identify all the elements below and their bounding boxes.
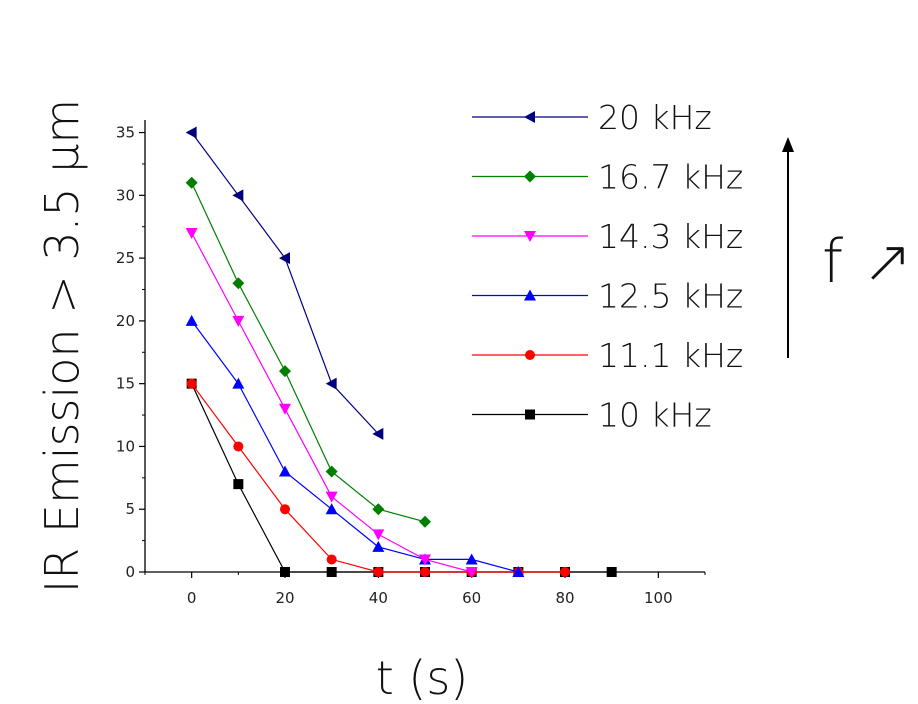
series-line xyxy=(191,132,379,435)
data-point xyxy=(419,554,431,566)
series-14-3-khz xyxy=(185,228,478,578)
legend-label: 10 kHz xyxy=(598,396,712,435)
data-point xyxy=(279,465,291,477)
y-tick-label: 0 xyxy=(125,563,135,581)
axes: 0 5 10 15 20 25 30 35 0 20 40 60 80 100 xyxy=(116,120,706,607)
data-point xyxy=(185,176,198,189)
data-point xyxy=(325,377,337,390)
x-tick-label: 60 xyxy=(462,589,481,607)
data-point xyxy=(232,377,245,389)
legend-label: 16.7 kHz xyxy=(598,158,743,197)
series-12-5-khz xyxy=(185,314,525,577)
y-axis-title: IR Emission > 3.5 µm xyxy=(35,99,89,593)
y-tick-label: 15 xyxy=(116,375,135,393)
legend: 20 kHz 16.7 kHz 14.3 kHz 12.5 kHz 11.1 kHz 10… xyxy=(472,98,743,435)
data-point xyxy=(185,126,197,139)
data-point xyxy=(279,403,291,415)
data-point xyxy=(280,504,290,515)
data-point xyxy=(512,566,525,577)
data-point xyxy=(525,350,535,360)
data-point xyxy=(560,567,570,577)
data-point xyxy=(465,553,478,565)
x-tick-label: 80 xyxy=(555,589,574,607)
data-point xyxy=(279,365,291,378)
series-16-7-khz xyxy=(185,176,431,528)
data-point xyxy=(326,554,337,565)
legend-item: 16.7 kHz xyxy=(472,158,743,197)
y-tick-label: 10 xyxy=(116,437,135,455)
data-point xyxy=(233,479,244,490)
legend-item: 10 kHz xyxy=(472,396,712,435)
y-tick-label: 30 xyxy=(116,186,135,204)
y-tick-label: 5 xyxy=(125,500,135,518)
data-point xyxy=(606,567,617,577)
legend-item: 12.5 kHz xyxy=(472,277,743,316)
data-point xyxy=(326,567,337,577)
x-tick-label: 0 xyxy=(187,589,197,607)
legend-label: 14.3 kHz xyxy=(598,217,743,256)
data-point xyxy=(325,503,338,515)
data-point xyxy=(280,567,290,577)
series-line xyxy=(191,383,612,573)
series-line xyxy=(191,320,519,573)
data-point xyxy=(373,567,384,577)
y-tick-label: 20 xyxy=(116,312,135,330)
legend-label: 12.5 kHz xyxy=(598,277,743,316)
y-tick-label: 35 xyxy=(116,124,135,142)
legend-item: 14.3 kHz xyxy=(472,217,743,256)
data-point xyxy=(372,529,385,541)
data-point xyxy=(325,465,338,478)
frequency-label: f ↗ xyxy=(822,227,912,297)
data-point xyxy=(372,427,384,440)
data-point xyxy=(279,252,290,265)
up-arrow-head xyxy=(782,137,794,152)
x-tick-label: 100 xyxy=(644,589,673,607)
data-point xyxy=(233,441,244,452)
data-point xyxy=(465,567,478,578)
data-point xyxy=(524,111,535,123)
data-point xyxy=(185,314,198,326)
data-point xyxy=(232,277,245,290)
data-point xyxy=(525,409,535,420)
legend-item: 20 kHz xyxy=(472,98,712,137)
series-line xyxy=(191,182,426,523)
x-axis-title: t (s) xyxy=(376,651,469,704)
frequency-annotation: f ↗ xyxy=(782,137,912,358)
x-tick-label: 40 xyxy=(369,589,388,607)
y-tick-label: 25 xyxy=(116,249,135,267)
series-20-khz xyxy=(185,126,384,440)
data-point xyxy=(419,515,431,528)
data-point xyxy=(372,540,385,552)
data-point xyxy=(524,231,536,242)
data-point xyxy=(186,378,197,389)
legend-item: 11.1 kHz xyxy=(472,336,743,375)
x-tick-label: 20 xyxy=(275,589,294,607)
data-point xyxy=(420,567,430,577)
series-layer xyxy=(185,126,617,578)
data-point xyxy=(232,315,245,327)
legend-label: 11.1 kHz xyxy=(598,336,743,375)
data-point xyxy=(232,189,244,202)
data-point xyxy=(372,503,385,516)
data-point xyxy=(185,228,198,239)
data-point xyxy=(325,491,338,503)
legend-label: 20 kHz xyxy=(598,98,712,137)
data-point xyxy=(524,170,536,183)
data-point xyxy=(524,289,536,301)
